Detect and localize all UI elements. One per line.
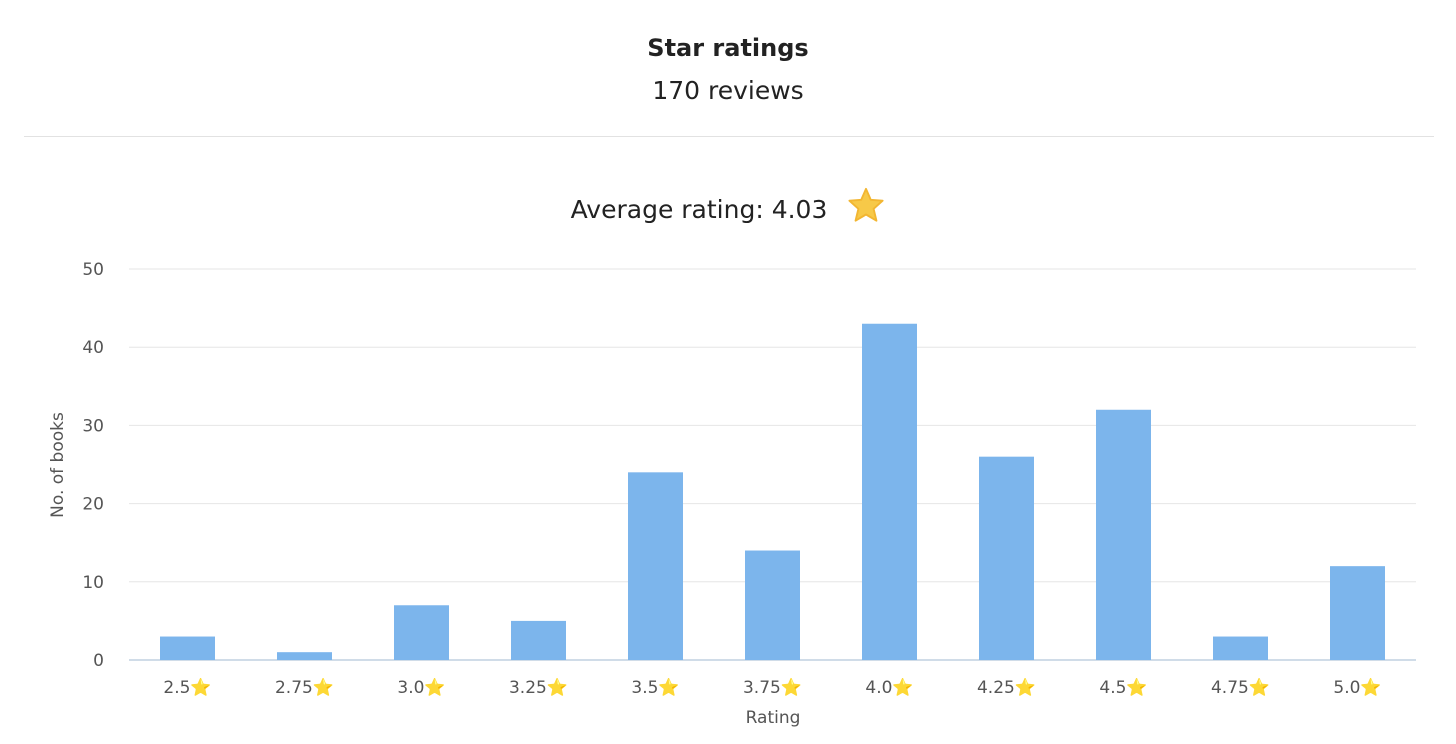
x-tick-label: 3.75⭐ [743, 677, 802, 698]
bar[interactable] [160, 636, 215, 660]
bar[interactable] [628, 472, 683, 660]
bar[interactable] [1213, 636, 1268, 660]
x-tick-label: 3.5⭐ [631, 677, 679, 698]
x-tick-label: 5.0⭐ [1333, 677, 1381, 698]
bar[interactable] [979, 456, 1034, 660]
x-tick-label: 4.75⭐ [1211, 677, 1270, 698]
bar[interactable] [1330, 566, 1385, 660]
average-rating: Average rating: 4.03 [0, 186, 1456, 230]
y-tick-label: 10 [82, 573, 104, 593]
bar[interactable] [277, 652, 332, 660]
y-tick-label: 40 [82, 338, 104, 358]
x-axis-ticks: 2.5⭐ 2.75⭐ 3.0⭐ 3.25⭐ 3.5⭐ 3.75⭐ 4.0⭐ 4.25⭐ 4.5⭐… [163, 677, 1381, 698]
x-tick-label: 4.0⭐ [865, 677, 913, 698]
y-axis-title: No. of books [48, 412, 68, 518]
x-tick-label: 3.0⭐ [397, 677, 445, 698]
bar[interactable] [394, 605, 449, 660]
y-tick-label: 0 [93, 651, 104, 671]
average-rating-label: Average rating: 4.03 [570, 195, 828, 224]
y-axis-ticks: 0 10 20 30 40 50 [82, 260, 104, 671]
x-axis-title: Rating [746, 708, 801, 728]
bar[interactable] [745, 550, 800, 660]
chart-subtitle: 170 reviews [652, 76, 804, 105]
chart-title: Star ratings [647, 34, 809, 62]
bars [160, 323, 1385, 660]
y-tick-label: 30 [82, 416, 104, 436]
y-tick-label: 20 [82, 495, 104, 515]
header-divider [24, 136, 1434, 137]
x-tick-label: 3.25⭐ [509, 677, 568, 698]
y-tick-label: 50 [82, 260, 104, 280]
x-tick-label: 4.25⭐ [977, 677, 1036, 698]
bar[interactable] [1096, 409, 1151, 660]
bar[interactable] [862, 323, 917, 660]
x-tick-label: 4.5⭐ [1099, 677, 1147, 698]
x-tick-label: 2.5⭐ [163, 677, 211, 698]
star-icon [847, 186, 885, 230]
bar[interactable] [511, 620, 566, 660]
x-tick-label: 2.75⭐ [275, 677, 334, 698]
